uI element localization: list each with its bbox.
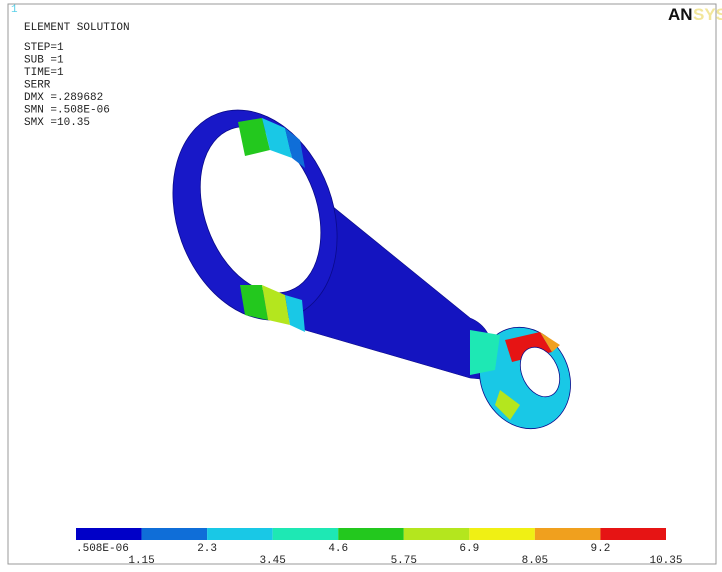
- logo-light: SYS: [693, 5, 722, 24]
- legend-swatch: [142, 528, 208, 540]
- legend-label: 3.45: [259, 555, 285, 567]
- legend-swatch: [76, 528, 142, 540]
- result-info: TIME=1: [24, 67, 64, 79]
- graphics-window: 1 ELEMENT SOLUTION AN SYS STEP=1SUB =1TI…: [0, 0, 722, 567]
- result-info: SUB =1: [24, 55, 64, 67]
- page: {"window_number": "1", "header": {"title…: [0, 0, 722, 567]
- legend-label: 1.15: [128, 555, 154, 567]
- legend-swatch: [207, 528, 273, 540]
- legend-label: 9.2: [591, 543, 611, 555]
- result-info: SMN =.508E-06: [24, 105, 110, 117]
- legend-label: 10.35: [649, 555, 682, 567]
- legend-swatch: [338, 528, 404, 540]
- legend-label: .508E-06: [76, 543, 129, 555]
- legend-swatch: [273, 528, 339, 540]
- window-number: 1: [11, 4, 18, 16]
- result-info: STEP=1: [24, 42, 64, 54]
- result-title: ELEMENT SOLUTION: [24, 22, 130, 34]
- legend-swatch: [404, 528, 470, 540]
- result-info: SMX =10.35: [24, 117, 90, 129]
- legend-label: 2.3: [197, 543, 217, 555]
- legend-swatch: [535, 528, 601, 540]
- legend-swatch: [469, 528, 535, 540]
- legend-label: 4.6: [328, 543, 348, 555]
- result-info: DMX =.289682: [24, 92, 103, 104]
- legend-swatch: [600, 528, 666, 540]
- result-info: SERR: [24, 80, 51, 92]
- legend-label: 8.05: [522, 555, 548, 567]
- logo-dark: AN: [668, 5, 693, 24]
- legend-label: 5.75: [391, 555, 417, 567]
- legend-label: 6.9: [459, 543, 479, 555]
